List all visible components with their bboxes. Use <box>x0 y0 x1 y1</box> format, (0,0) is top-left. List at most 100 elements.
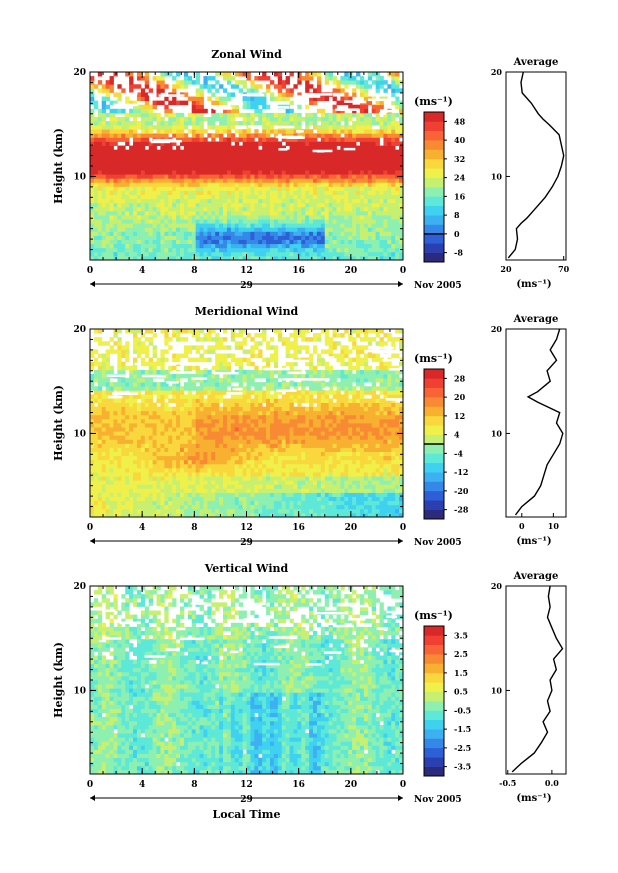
heatmap-cell <box>367 202 373 208</box>
heatmap-cell <box>371 476 377 481</box>
heatmap-cell <box>90 166 95 171</box>
heatmap-cell <box>195 467 200 473</box>
heatmap-cell <box>289 186 294 191</box>
heatmap-cell <box>230 170 236 175</box>
heatmap-cell <box>172 186 177 191</box>
heatmap-cell <box>297 170 302 175</box>
heatmap-cell <box>242 166 247 171</box>
heatmap-cell <box>313 215 318 220</box>
heatmap-cell <box>168 492 173 497</box>
heatmap-cell <box>367 467 373 473</box>
heatmap-cell <box>199 443 204 448</box>
heatmap-cell <box>289 488 294 493</box>
heatmap-cell <box>266 194 271 200</box>
heatmap-cell <box>332 178 337 183</box>
heatmap-cell <box>387 439 392 444</box>
heatmap-cell <box>316 133 322 138</box>
heatmap-cell <box>266 210 271 216</box>
heatmap-cell <box>93 166 99 171</box>
heatmap-cell <box>328 145 333 151</box>
heatmap-cell <box>352 439 357 444</box>
heatmap-cell <box>156 210 161 216</box>
heatmap-cell <box>336 108 341 114</box>
heatmap-cell <box>172 178 177 183</box>
heatmap-cell <box>273 96 279 102</box>
heatmap-cell <box>375 84 380 89</box>
heatmap-cell <box>156 100 161 106</box>
heatmap-cell <box>242 504 247 510</box>
colorbar-swatch <box>424 121 444 132</box>
heatmap-cell <box>238 210 243 216</box>
heatmap-cell <box>93 476 99 481</box>
heatmap-cell <box>379 182 384 187</box>
heatmap-cell <box>148 500 153 506</box>
heatmap-cell <box>379 235 384 240</box>
heatmap-cell <box>289 235 294 240</box>
heatmap-cell <box>117 125 122 130</box>
heatmap-cell <box>246 435 251 440</box>
heatmap-cell <box>324 206 330 212</box>
heatmap-cell <box>246 182 251 187</box>
heatmap-cell <box>152 459 157 465</box>
heatmap-cell <box>324 472 330 477</box>
heatmap-cell <box>121 149 126 155</box>
heatmap-cell <box>258 133 263 138</box>
heatmap-cell <box>148 170 153 175</box>
heatmap-cell <box>269 145 275 151</box>
heatmap-cell <box>238 443 243 448</box>
heatmap-cell <box>125 443 130 448</box>
heatmap-cell <box>309 129 314 134</box>
heatmap-cell <box>207 443 212 448</box>
heatmap-cell <box>176 210 181 216</box>
heatmap-cell <box>336 488 341 493</box>
heatmap-cell <box>90 239 95 245</box>
heatmap-cell <box>273 206 279 212</box>
heatmap-cell <box>223 194 228 200</box>
heatmap-cell <box>172 447 177 453</box>
heatmap-cell <box>258 472 263 477</box>
heatmap-cell <box>336 476 341 481</box>
heatmap-cell <box>281 488 287 493</box>
heatmap-cell <box>140 235 146 240</box>
heatmap-cell <box>105 153 110 159</box>
heatmap-cell <box>101 112 107 118</box>
heatmap-cell <box>289 129 294 134</box>
heatmap-cell <box>125 153 130 159</box>
heatmap-cell <box>356 194 361 200</box>
heatmap-cell <box>375 251 380 257</box>
heatmap-cell <box>379 84 384 89</box>
heatmap-cell <box>133 108 138 114</box>
heatmap-cell <box>113 459 118 465</box>
heatmap-cell <box>238 447 243 453</box>
heatmap-cell <box>183 451 189 457</box>
heatmap-cell <box>223 439 228 444</box>
heatmap-cell <box>277 161 283 167</box>
heatmap-cell <box>203 488 208 493</box>
heatmap-cell <box>359 255 365 261</box>
heatmap-cell <box>336 137 341 142</box>
heatmap-cell <box>203 194 208 200</box>
heatmap-cell <box>391 500 396 506</box>
heatmap-cell <box>172 182 177 187</box>
heatmap-cell <box>105 145 110 151</box>
heatmap-cell <box>148 145 153 151</box>
heatmap-cell <box>336 116 341 122</box>
heatmap-cell <box>356 190 361 196</box>
heatmap-cell <box>277 512 283 518</box>
heatmap-cell <box>324 198 330 204</box>
heatmap-cell <box>348 129 353 134</box>
heatmap-cell <box>148 141 153 146</box>
heatmap-cell <box>195 202 200 208</box>
heatmap-cell <box>199 121 204 126</box>
heatmap-cell <box>187 492 193 497</box>
heatmap-cell <box>223 178 228 183</box>
heatmap-cell <box>281 443 287 448</box>
heatmap-cell <box>168 512 173 518</box>
heatmap-cell <box>211 500 216 506</box>
heatmap-cell <box>156 116 161 122</box>
heatmap-cell <box>363 186 369 191</box>
heatmap-cell <box>277 239 283 245</box>
heatmap-cell <box>293 84 298 89</box>
heatmap-cell <box>254 451 259 457</box>
heatmap-cell <box>234 243 240 249</box>
